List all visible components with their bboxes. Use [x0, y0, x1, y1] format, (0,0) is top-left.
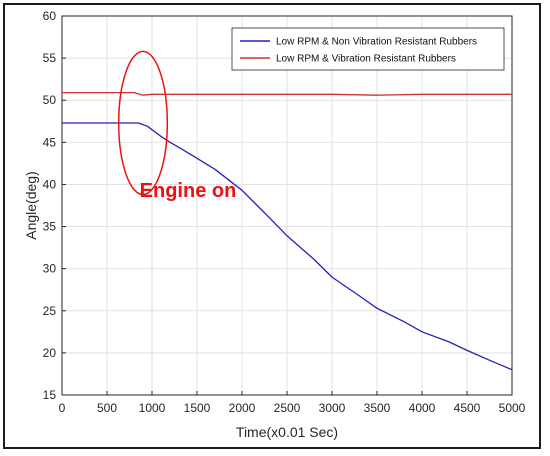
y-tick-label: 55 [43, 51, 57, 65]
x-tick-label: 2500 [274, 401, 301, 415]
engine-on-highlight-ellipse [117, 50, 169, 196]
series-line-1 [62, 91, 512, 96]
engine-on-annotation: Engine on [140, 180, 237, 202]
y-tick-label: 20 [43, 346, 57, 360]
y-tick-label: 15 [43, 388, 57, 402]
y-tick-label: 60 [43, 9, 57, 23]
legend: Low RPM & Non Vibration Resistant Rubber… [231, 27, 505, 71]
x-tick-label: 1000 [139, 401, 166, 415]
y-tick-label: 25 [43, 304, 57, 318]
x-axis-label: Time(x0.01 Sec) [236, 424, 338, 440]
x-tick-label: 3500 [364, 401, 391, 415]
x-tick-label: 500 [97, 401, 117, 415]
y-tick-label: 30 [43, 262, 57, 276]
y-axis-ticks: 15 20 25 30 35 40 45 50 55 60 [43, 9, 66, 402]
series-line-0 [62, 122, 513, 371]
series-layer [62, 91, 513, 371]
x-tick-label: 2000 [229, 401, 256, 415]
y-tick-label: 50 [43, 93, 57, 107]
x-tick-label: 4000 [409, 401, 436, 415]
y-tick-label: 45 [43, 135, 57, 149]
legend-entry-non-vibration: Low RPM & Non Vibration Resistant Rubber… [276, 37, 477, 48]
y-tick-label: 35 [43, 220, 57, 234]
x-tick-label: 5000 [499, 401, 526, 415]
grid [61, 15, 513, 396]
x-axis-ticks: 0 500 1000 1500 2000 2500 3000 3500 4000 4500 5000 [59, 391, 526, 415]
legend-box [231, 27, 505, 71]
y-tick-label: 40 [43, 177, 57, 191]
x-tick-label: 4500 [454, 401, 481, 415]
legend-entry-vibration-resistant: Low RPM & Vibration Resistant Rubbers [276, 54, 456, 65]
x-tick-label: 0 [59, 401, 66, 415]
y-axis-label: Angle(deg) [23, 171, 39, 240]
x-tick-label: 1500 [184, 401, 211, 415]
x-tick-label: 3000 [319, 401, 346, 415]
chart-frame [3, 3, 541, 449]
